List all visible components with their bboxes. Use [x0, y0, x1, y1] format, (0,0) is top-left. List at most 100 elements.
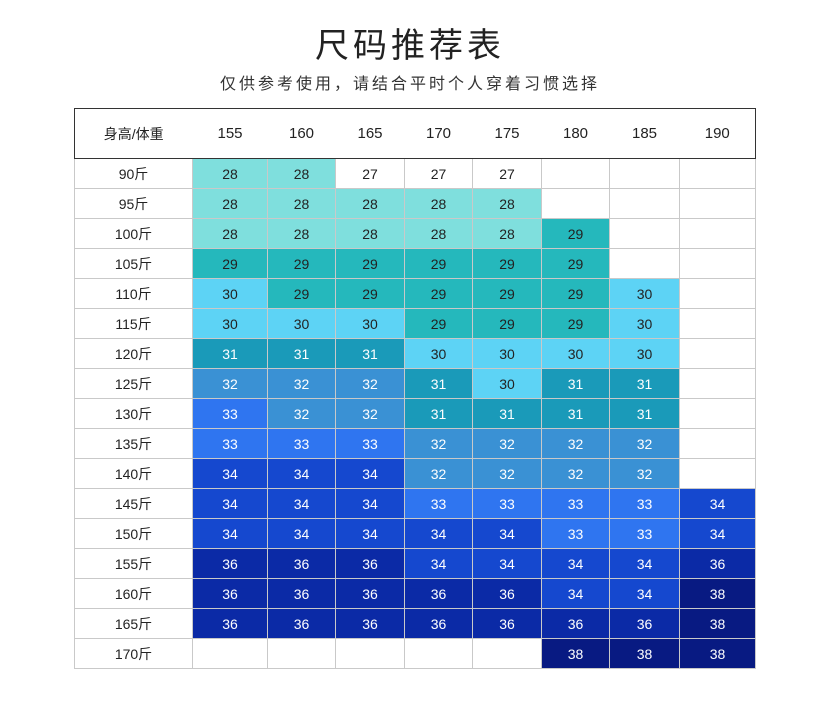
size-cell: 36 — [335, 608, 405, 639]
size-cell: 33 — [192, 398, 268, 429]
table-row: 145斤 34 34 34 33 33 33 33 34 — [74, 488, 756, 519]
header-height: 190 — [679, 108, 756, 159]
size-cell: 30 — [404, 338, 473, 369]
size-cell: 31 — [472, 398, 542, 429]
size-cell: 34 — [609, 548, 680, 579]
size-cell: 32 — [541, 458, 610, 489]
table-row: 100斤 28 28 28 28 28 29 — [74, 218, 756, 249]
size-cell — [609, 248, 680, 279]
weight-label: 165斤 — [74, 608, 193, 639]
size-cell: 29 — [404, 248, 473, 279]
size-cell: 31 — [609, 398, 680, 429]
size-cell: 30 — [541, 338, 610, 369]
size-cell: 38 — [609, 638, 680, 669]
size-cell: 34 — [192, 518, 268, 549]
table-row: 115斤 30 30 30 29 29 29 30 — [74, 308, 756, 339]
size-cell: 30 — [192, 308, 268, 339]
header-height: 185 — [609, 108, 680, 159]
size-cell: 34 — [192, 488, 268, 519]
size-cell: 28 — [267, 158, 336, 189]
weight-label: 105斤 — [74, 248, 193, 279]
weight-label: 120斤 — [74, 338, 193, 369]
size-cell: 33 — [609, 518, 680, 549]
table-row: 155斤 36 36 36 34 34 34 34 36 — [74, 548, 756, 579]
size-cell — [679, 428, 756, 459]
size-cell: 29 — [541, 308, 610, 339]
size-cell: 32 — [609, 428, 680, 459]
size-cell: 32 — [267, 368, 336, 399]
size-cell: 33 — [404, 488, 473, 519]
size-cell: 31 — [267, 338, 336, 369]
size-cell: 34 — [335, 488, 405, 519]
size-cell: 27 — [404, 158, 473, 189]
size-cell: 38 — [541, 638, 610, 669]
size-cell: 28 — [335, 218, 405, 249]
size-cell: 34 — [472, 548, 542, 579]
size-cell: 32 — [404, 428, 473, 459]
size-cell: 32 — [192, 368, 268, 399]
size-cell: 32 — [335, 368, 405, 399]
size-cell: 34 — [267, 458, 336, 489]
size-cell: 31 — [609, 368, 680, 399]
header-height: 175 — [472, 108, 542, 159]
size-cell: 27 — [472, 158, 542, 189]
size-cell: 28 — [267, 218, 336, 249]
size-cell: 36 — [192, 548, 268, 579]
size-cell: 29 — [192, 248, 268, 279]
size-cell: 28 — [192, 188, 268, 219]
size-cell: 28 — [472, 188, 542, 219]
table-row: 130斤 33 32 32 31 31 31 31 — [74, 398, 756, 429]
size-cell: 31 — [541, 368, 610, 399]
size-cell: 30 — [335, 308, 405, 339]
page-subtitle: 仅供参考使用，请结合平时个人穿着习惯选择 — [219, 74, 600, 93]
size-cell: 29 — [541, 278, 610, 309]
header-height: 165 — [335, 108, 405, 159]
size-cell: 36 — [335, 578, 405, 609]
size-cell: 34 — [541, 548, 610, 579]
size-cell: 36 — [541, 608, 610, 639]
size-cell — [192, 638, 268, 669]
weight-label: 140斤 — [74, 458, 193, 489]
size-cell: 34 — [679, 488, 756, 519]
size-cell: 36 — [609, 608, 680, 639]
size-cell: 30 — [472, 338, 542, 369]
size-cell: 36 — [267, 548, 336, 579]
size-cell: 33 — [192, 428, 268, 459]
size-cell: 31 — [335, 338, 405, 369]
table-row: 105斤 29 29 29 29 29 29 — [74, 248, 756, 279]
table-row: 95斤 28 28 28 28 28 — [74, 188, 756, 219]
size-cell: 29 — [267, 248, 336, 279]
weight-label: 90斤 — [74, 158, 193, 189]
table-row: 135斤 33 33 33 32 32 32 32 — [74, 428, 756, 459]
size-cell: 32 — [335, 398, 405, 429]
weight-label: 170斤 — [74, 638, 193, 669]
size-cell: 32 — [404, 458, 473, 489]
weight-label: 95斤 — [74, 188, 193, 219]
table-row: 160斤 36 36 36 36 36 34 34 38 — [74, 578, 756, 609]
table-row: 165斤 36 36 36 36 36 36 36 38 — [74, 608, 756, 639]
size-cell: 28 — [472, 218, 542, 249]
size-cell — [609, 188, 680, 219]
size-cell: 29 — [472, 308, 542, 339]
size-cell: 34 — [335, 458, 405, 489]
size-cell: 33 — [541, 488, 610, 519]
size-cell: 31 — [404, 398, 473, 429]
size-cell: 30 — [609, 308, 680, 339]
size-cell: 31 — [192, 338, 268, 369]
size-cell: 38 — [679, 578, 756, 609]
weight-label: 150斤 — [74, 518, 193, 549]
size-cell: 36 — [267, 578, 336, 609]
size-cell — [679, 368, 756, 399]
size-cell — [679, 338, 756, 369]
size-cell: 32 — [472, 428, 542, 459]
weight-label: 110斤 — [74, 278, 193, 309]
table-body: 90斤 28 28 27 27 27 95斤 28 28 28 28 28 100斤 28 28 28 28 28… — [74, 158, 756, 669]
size-cell: 32 — [609, 458, 680, 489]
size-cell: 30 — [192, 278, 268, 309]
size-cell: 30 — [609, 338, 680, 369]
size-cell — [679, 248, 756, 279]
size-cell: 30 — [609, 278, 680, 309]
size-cell — [404, 638, 473, 669]
size-cell: 28 — [192, 158, 268, 189]
header-height: 180 — [541, 108, 610, 159]
